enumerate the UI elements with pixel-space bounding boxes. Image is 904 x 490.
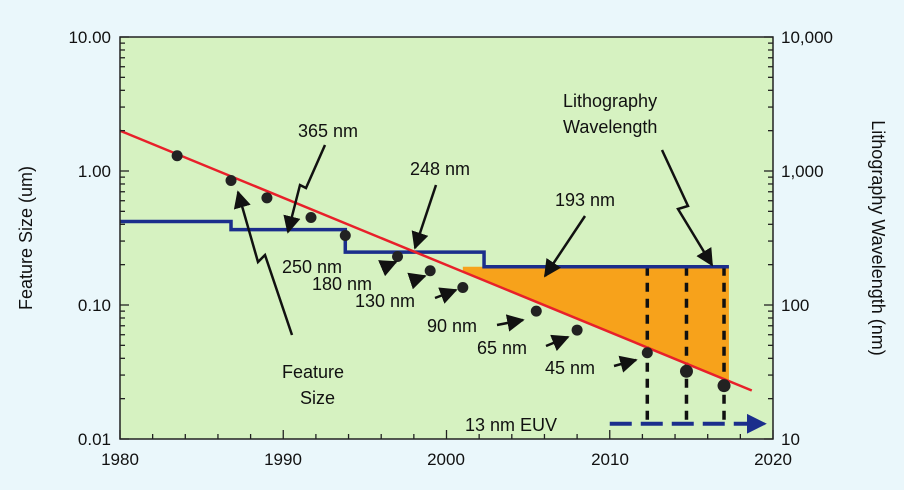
feature-size-point [571, 324, 583, 336]
plot-area [120, 37, 773, 439]
arrow-248nm [411, 184, 438, 250]
arrow-feature-size [233, 190, 294, 336]
x-tick-label: 2000 [427, 450, 465, 469]
label-180nm: 180 nm [312, 274, 372, 294]
label-wavelength: Wavelength [563, 117, 657, 137]
y-right-tick-label: 10 [781, 430, 800, 449]
feature-size-point [717, 379, 731, 393]
tick-labels-y-right: 10,000 1,000 100 10 [781, 28, 833, 449]
feature-size-point [392, 251, 404, 263]
label-250nm: 250 nm [282, 257, 342, 277]
arrow-45nm [613, 355, 638, 373]
y-right-tick-label: 10,000 [781, 28, 833, 47]
feature-size-point [641, 347, 653, 359]
annotation-arrows [233, 144, 714, 373]
feature-size-point [305, 211, 317, 223]
arrow-130nm [434, 287, 458, 304]
label-lithography: Lithography [563, 91, 657, 111]
feature-size-point [457, 282, 469, 294]
feature-size-point [424, 265, 436, 277]
x-tick-label: 2020 [754, 450, 792, 469]
label-248nm: 248 nm [410, 159, 470, 179]
tick-labels-x: 1980 1990 2000 2010 2020 [101, 450, 792, 469]
feature-size-point [261, 192, 273, 204]
arrow-250nm [378, 260, 398, 277]
feature-size-point [530, 305, 542, 317]
feature-size-point [339, 230, 351, 242]
feature-size-point [225, 174, 237, 186]
feature-size-point [679, 364, 693, 378]
y-left-tick-label: 0.01 [78, 430, 111, 449]
feature-size-trend-line [119, 129, 753, 392]
arrow-65nm [545, 334, 570, 352]
x-tick-label: 2010 [591, 450, 629, 469]
label-193nm: 193 nm [555, 190, 615, 210]
x-tick-label: 1980 [101, 450, 139, 469]
y-right-tick-label: 1,000 [781, 162, 824, 181]
y-right-axis-title: Lithography Wavelength (nm) [868, 120, 888, 355]
arrow-365nm [283, 144, 327, 234]
tick-labels-y-left: 10.00 1.00 0.10 0.01 [68, 28, 111, 449]
y-right-tick-label: 100 [781, 296, 809, 315]
x-tick-label: 1990 [264, 450, 302, 469]
label-365nm: 365 nm [298, 121, 358, 141]
annotations: 365 nm 248 nm 193 nm Lithography Wavelen… [282, 91, 657, 435]
arrow-180nm [407, 272, 427, 290]
y-left-axis-title: Feature Size (um) [16, 166, 36, 310]
y-left-tick-label: 10.00 [68, 28, 111, 47]
arrow-lithography-wavelength [660, 149, 714, 267]
label-size: Size [300, 388, 335, 408]
label-90nm: 90 nm [427, 316, 477, 336]
label-65nm: 65 nm [477, 338, 527, 358]
y-left-tick-label: 0.10 [78, 296, 111, 315]
label-feature: Feature [282, 362, 344, 382]
y-left-tick-label: 1.00 [78, 162, 111, 181]
arrow-90nm [496, 314, 525, 332]
feature-size-point [171, 150, 183, 162]
label-45nm: 45 nm [545, 358, 595, 378]
arrow-193nm [543, 215, 587, 278]
label-130nm: 130 nm [355, 291, 415, 311]
label-13nm-euv: 13 nm EUV [465, 415, 557, 435]
